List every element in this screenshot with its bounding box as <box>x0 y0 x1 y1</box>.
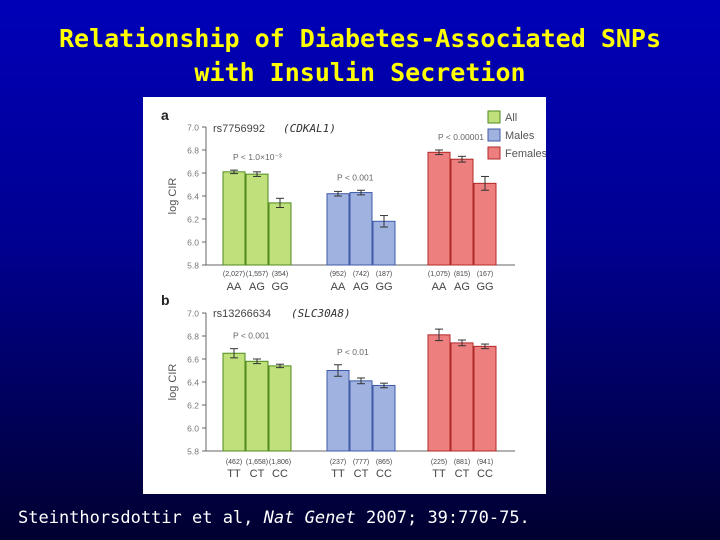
citation-details: 2007; 39:770-75. <box>366 508 530 528</box>
panel-a-count-label: (742) <box>353 271 369 278</box>
panel-a-y-tick-label: 6.4 <box>187 192 199 202</box>
panel-b-bar-males-tt <box>326 370 350 452</box>
slide-title-line-1: Relationship of Diabetes-Associated SNPs <box>58 24 662 53</box>
panel-a-count-label: (354) <box>272 271 288 278</box>
panel-b-p-value-all: P < 0.001 <box>233 331 270 341</box>
panel-a-bar-males-ag <box>349 192 373 266</box>
legend-label-females: Females <box>505 148 546 160</box>
panel-b-count-label: (941) <box>477 459 493 466</box>
panel-a-bar-females-gg <box>473 182 497 266</box>
panel-b-count-label: (225) <box>431 459 447 466</box>
panel-a-genotype-label: GG <box>271 281 288 293</box>
panel-b-bar-males-ct <box>349 380 373 452</box>
legend-label-males: Males <box>505 130 535 142</box>
panel-b-bar-females-cc <box>473 345 497 452</box>
panel-a-bar-males-gg <box>372 220 396 266</box>
panel-a-genotype-label: AG <box>249 281 265 293</box>
panel-b-genotype-label: TT <box>432 468 446 480</box>
panel-a-p-value-males: P < 0.001 <box>337 172 374 182</box>
panel-b-genotype-label: TT <box>227 468 241 480</box>
panel-b-bar-all-ct <box>245 360 269 452</box>
citation-journal: Nat Genet <box>263 508 356 528</box>
panel-a-bar-males-aa <box>326 193 350 266</box>
legend-swatch-males <box>487 128 501 142</box>
citation-authors: Steinthorsdottir et al, <box>18 508 254 528</box>
panel-b-y-tick-label: 6.4 <box>187 378 199 388</box>
panel-b-count-label: (462) <box>226 459 242 466</box>
figure-panel: a rs7756992 (CDKAL1) 7.0 6.8 6.6 6.4 6.2 6.0 5.8 l… <box>143 97 546 494</box>
panel-a-genotype-label: AG <box>353 281 369 293</box>
panel-b-genotype-label: CT <box>455 468 470 480</box>
panel-a-genotype-label: AA <box>331 281 346 293</box>
panel-a-genotype-label: GG <box>476 281 493 293</box>
panel-b-bar-females-tt <box>427 334 451 452</box>
panel-b-genotype-label: CC <box>376 468 392 480</box>
panel-b-count-label: (1,658) <box>246 459 268 466</box>
panel-a-count-label: (1,557) <box>246 271 268 278</box>
legend-label-all: All <box>505 112 517 124</box>
panel-a-count-label: (2,027) <box>223 271 245 278</box>
panel-a-y-tick-label: 6.8 <box>187 146 199 156</box>
panel-a-count-label: (187) <box>376 271 392 278</box>
panel-a-y-tick-label: 5.8 <box>187 261 199 271</box>
panel-b-bar-all-cc <box>268 365 292 452</box>
panel-b-genotype-label: CC <box>477 468 493 480</box>
panel-b-genotype-label: CT <box>250 468 265 480</box>
panel-a-p-value-females: P < 0.00001 <box>438 132 484 142</box>
panel-a-y-tick-label: 6.2 <box>187 215 199 225</box>
panel-a-y-axis-label: log CIR <box>167 178 179 215</box>
panel-b-genotype-label: TT <box>331 468 345 480</box>
panel-b-p-value-males: P < 0.01 <box>337 347 369 357</box>
panel-b-genotype-label: CT <box>354 468 369 480</box>
panel-a-y-tick-label: 7.0 <box>187 123 199 133</box>
legend-swatch-all <box>487 110 501 124</box>
panel-a-bar-females-aa <box>427 151 451 266</box>
panel-b-snp-label: rs13266634 <box>213 308 271 320</box>
panel-a-p-value-all: P < 1.0×10⁻³ <box>233 152 282 162</box>
panel-b-count-label: (237) <box>330 459 346 466</box>
panel-a-count-label: (1,075) <box>428 271 450 278</box>
panel-b-bar-females-ct <box>450 342 474 452</box>
panel-a-genotype-label: GG <box>375 281 392 293</box>
panel-a-bar-females-ag <box>450 158 474 266</box>
panel-a-count-label: (167) <box>477 271 493 278</box>
panel-b-bar-males-cc <box>372 384 396 452</box>
panel-b-y-tick-label: 6.8 <box>187 332 199 342</box>
panel-a-genotype-label: AG <box>454 281 470 293</box>
panel-b-y-tick-label: 6.0 <box>187 424 199 434</box>
panel-a-count-label: (952) <box>330 271 346 278</box>
panel-b-letter: b <box>161 292 170 308</box>
panel-a-bar-all-gg <box>268 202 292 266</box>
panel-a-y-tick-label: 6.0 <box>187 238 199 248</box>
panel-a-bar-all-aa <box>222 171 246 266</box>
panel-a-gene-label: (CDKAL1) <box>283 122 336 135</box>
panel-a-count-label: (815) <box>454 271 470 278</box>
panel-a-letter: a <box>161 107 169 123</box>
panel-b-y-tick-label: 6.6 <box>187 355 199 365</box>
bar-chart-figure: a rs7756992 (CDKAL1) 7.0 6.8 6.6 6.4 6.2 6.0 5.8 l… <box>161 107 546 480</box>
panel-a-y-tick-label: 6.6 <box>187 169 199 179</box>
panel-a-snp-label: rs7756992 <box>213 123 265 135</box>
panel-b-y-axis-label: log CIR <box>167 364 179 401</box>
panel-b-count-label: (777) <box>353 459 369 466</box>
citation: Steinthorsdottir et al, Nat Genet 2007; … <box>18 508 530 528</box>
panel-b-y-tick-label: 7.0 <box>187 309 199 319</box>
legend-swatch-females <box>487 146 501 160</box>
slide-title-line-2: with Insulin Secretion <box>194 58 526 87</box>
slide-title: Relationship of Diabetes-Associated SNPs… <box>0 22 720 90</box>
panel-a-genotype-label: AA <box>227 281 242 293</box>
panel-b-bar-all-tt <box>222 352 246 452</box>
panel-b-y-tick-label: 5.8 <box>187 447 199 457</box>
panel-b-y-tick-label: 6.2 <box>187 401 199 411</box>
panel-b-count-label: (1,806) <box>269 459 291 466</box>
panel-b-gene-label: (SLC30A8) <box>291 307 351 320</box>
panel-b-count-label: (881) <box>454 459 470 466</box>
panel-a-bar-all-ag <box>245 173 269 266</box>
panel-b-count-label: (865) <box>376 459 392 466</box>
panel-a-genotype-label: AA <box>432 281 447 293</box>
panel-b-genotype-label: CC <box>272 468 288 480</box>
